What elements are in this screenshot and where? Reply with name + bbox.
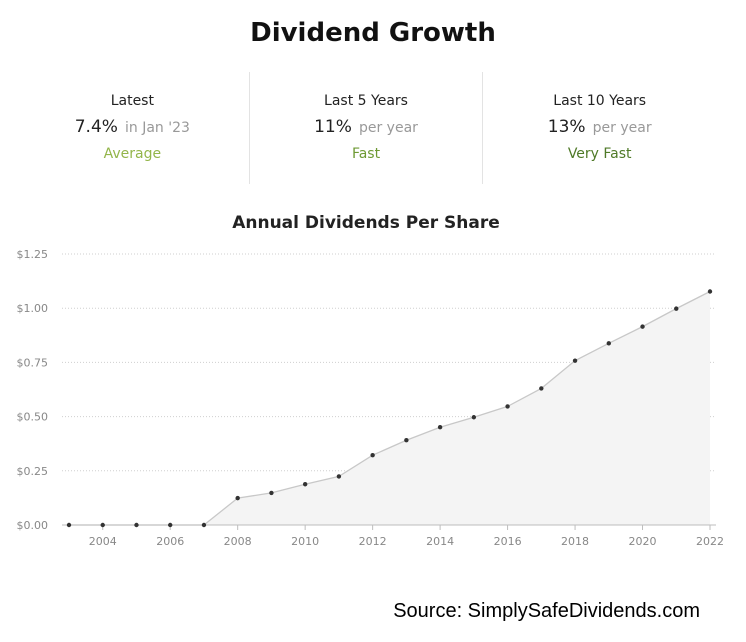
stat-unit: in Jan '23 (125, 120, 190, 136)
source-credit: Source: SimplySafeDividends.com (393, 600, 700, 622)
y-tick-label: $1.00 (17, 302, 49, 315)
y-tick-label: $0.25 (17, 465, 49, 478)
data-point (66, 522, 72, 528)
x-tick-label: 2022 (696, 535, 724, 548)
x-tick-label: 2012 (359, 535, 387, 548)
x-tick-label: 2006 (156, 535, 184, 548)
y-tick-label: $0.50 (17, 411, 49, 424)
x-tick-label: 2018 (561, 535, 589, 548)
data-point (505, 404, 510, 409)
growth-stats-panel: Latest 7.4% in Jan '23 Average Last 5 Ye… (16, 72, 716, 184)
data-point (437, 425, 443, 430)
stat-value: 7.4% (74, 117, 118, 137)
data-point (134, 522, 139, 528)
data-point (606, 341, 611, 346)
stat-value-row: 13% per year (483, 117, 716, 137)
stat-label: Latest (110, 93, 154, 109)
chart-title: Annual Dividends Per Share (232, 213, 500, 233)
x-tick-label: 2004 (89, 535, 117, 548)
data-point (302, 482, 308, 487)
stat-rating: Fast (351, 146, 381, 162)
data-point (471, 415, 477, 420)
stat-label: Last 10 Years (553, 93, 647, 109)
data-point (707, 289, 713, 294)
data-point (201, 522, 207, 528)
y-tick-label: $0.75 (17, 356, 49, 369)
x-tick-label: 2016 (494, 535, 522, 548)
series-area (69, 291, 710, 525)
stat-unit: per year (358, 120, 418, 136)
x-tick-label: 2014 (426, 535, 454, 548)
y-tick-label: $0.00 (17, 519, 49, 532)
stat-value: 13% (547, 117, 586, 137)
data-point (404, 438, 409, 443)
stat-latest: Latest 7.4% in Jan '23 Average (16, 72, 249, 184)
stat-unit: per year (592, 120, 652, 136)
data-point (100, 522, 105, 528)
stat-rating: Average (103, 146, 162, 162)
x-tick-label: 2010 (291, 535, 319, 548)
data-point (235, 495, 240, 501)
x-tick-label: 2020 (629, 535, 657, 548)
dividends-chart: $0.00 $0.25 $0.50 $0.75 $1.00 $1.25 2004 2006 20… (17, 248, 725, 548)
stat-last-10-years: Last 10 Years 13% per year Very Fast (482, 72, 716, 184)
stat-last-5-years: Last 5 Years 11% per year Fast (248, 72, 483, 184)
stat-value-row: 11% per year (250, 117, 483, 137)
data-point (640, 324, 645, 329)
data-point (370, 452, 375, 458)
data-point (168, 522, 173, 528)
data-point (572, 358, 578, 363)
data-point (539, 386, 544, 391)
y-tick-label: $1.25 (17, 248, 49, 261)
stat-value: 11% (314, 117, 352, 137)
stat-value-row: 7.4% in Jan '23 (16, 117, 249, 137)
x-tick-label: 2008 (224, 535, 252, 548)
data-point (336, 474, 342, 479)
page-title: Dividend Growth (250, 18, 496, 48)
stat-rating: Very Fast (567, 146, 632, 162)
data-point (674, 306, 679, 311)
data-point (269, 490, 274, 496)
stat-label: Last 5 Years (324, 93, 408, 109)
